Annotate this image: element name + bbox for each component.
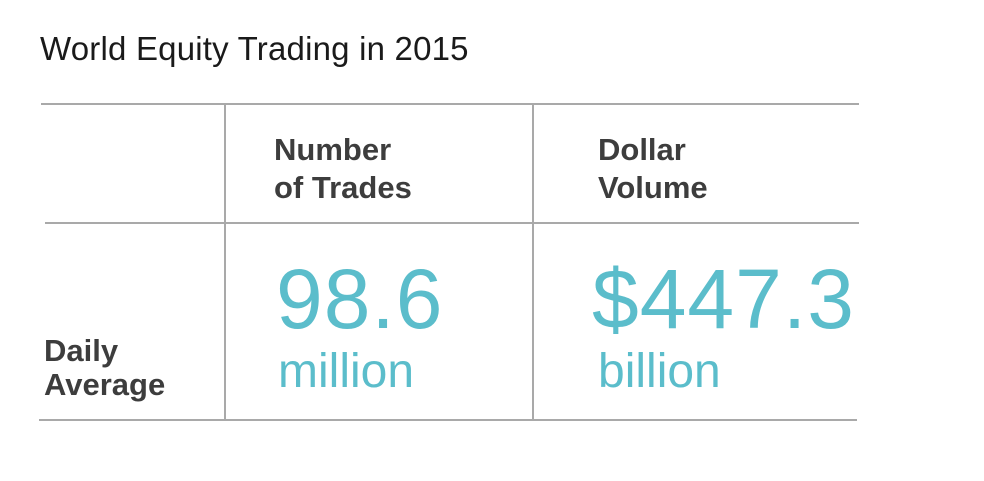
column-header-trades-line1: Number <box>274 132 392 167</box>
volume-value: $447.3 <box>592 252 855 346</box>
trades-value: 98.6 <box>276 252 444 346</box>
chart-title: World Equity Trading in 2015 <box>40 30 469 67</box>
row-header-line2: Average <box>44 367 166 402</box>
column-header-trades-line2: of Trades <box>274 170 412 205</box>
column-header-volume-line2: Volume <box>598 170 708 205</box>
table-bottom-rule <box>39 419 857 421</box>
column-header-trades: Number of Trades <box>274 131 412 207</box>
table-divider-2 <box>532 103 534 419</box>
row-header-daily-average: Daily Average <box>44 334 165 402</box>
trades-unit: million <box>278 345 415 398</box>
column-header-volume: Dollar Volume <box>598 131 708 207</box>
row-header-line1: Daily <box>44 333 119 368</box>
volume-unit: billion <box>598 345 721 398</box>
table-top-rule <box>41 103 859 105</box>
table-header-rule <box>45 222 859 224</box>
column-header-volume-line1: Dollar <box>598 132 686 167</box>
table-divider-1 <box>224 103 226 419</box>
